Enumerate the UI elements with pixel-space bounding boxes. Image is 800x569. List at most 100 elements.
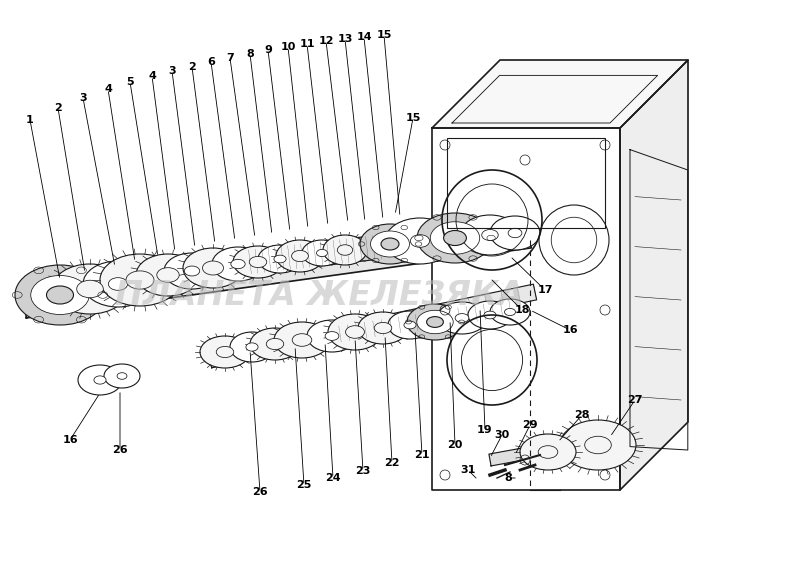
Text: 18: 18 xyxy=(514,305,530,315)
Ellipse shape xyxy=(200,336,250,368)
Ellipse shape xyxy=(490,216,540,250)
Ellipse shape xyxy=(274,322,330,358)
Ellipse shape xyxy=(126,271,154,289)
Ellipse shape xyxy=(388,311,432,339)
Ellipse shape xyxy=(108,278,128,290)
Ellipse shape xyxy=(538,446,558,458)
Text: 29: 29 xyxy=(522,420,538,430)
Text: 4: 4 xyxy=(104,84,112,94)
Text: 17: 17 xyxy=(538,285,553,295)
Ellipse shape xyxy=(30,275,90,315)
Text: 20: 20 xyxy=(447,440,462,450)
Ellipse shape xyxy=(292,333,312,347)
Text: 11: 11 xyxy=(299,39,314,49)
Ellipse shape xyxy=(83,261,153,307)
Text: 23: 23 xyxy=(355,466,370,476)
Text: 16: 16 xyxy=(62,435,78,445)
Ellipse shape xyxy=(426,316,443,327)
Ellipse shape xyxy=(212,247,264,281)
Ellipse shape xyxy=(443,230,466,245)
Ellipse shape xyxy=(307,320,357,352)
Polygon shape xyxy=(432,128,620,490)
Polygon shape xyxy=(338,300,511,342)
Text: 7: 7 xyxy=(226,53,234,63)
Text: 2: 2 xyxy=(54,103,62,113)
Ellipse shape xyxy=(250,328,300,360)
Ellipse shape xyxy=(317,249,327,257)
Ellipse shape xyxy=(117,373,127,380)
Ellipse shape xyxy=(325,332,339,340)
Ellipse shape xyxy=(292,250,308,262)
Text: 26: 26 xyxy=(112,445,128,455)
Text: 25: 25 xyxy=(296,480,312,490)
Text: 19: 19 xyxy=(477,425,493,435)
Ellipse shape xyxy=(370,231,410,257)
Text: 10: 10 xyxy=(280,42,296,52)
Ellipse shape xyxy=(404,321,416,329)
Ellipse shape xyxy=(585,436,611,453)
Text: 28: 28 xyxy=(574,410,590,420)
Text: 21: 21 xyxy=(414,450,430,460)
Ellipse shape xyxy=(52,264,128,314)
Ellipse shape xyxy=(302,240,342,266)
Text: 24: 24 xyxy=(325,473,341,483)
Ellipse shape xyxy=(231,259,245,269)
Text: 8: 8 xyxy=(246,49,254,59)
Ellipse shape xyxy=(360,224,420,264)
Text: 26: 26 xyxy=(252,487,268,497)
Text: 31: 31 xyxy=(460,465,476,475)
Ellipse shape xyxy=(157,267,179,282)
Ellipse shape xyxy=(216,347,234,357)
Ellipse shape xyxy=(104,364,140,388)
Text: 8: 8 xyxy=(504,473,512,483)
Ellipse shape xyxy=(100,254,180,306)
Ellipse shape xyxy=(560,420,636,470)
Text: 27: 27 xyxy=(627,395,642,405)
Ellipse shape xyxy=(77,281,103,298)
Ellipse shape xyxy=(276,240,324,272)
Polygon shape xyxy=(249,235,382,274)
Ellipse shape xyxy=(508,228,522,238)
Ellipse shape xyxy=(484,311,496,319)
Text: 15: 15 xyxy=(376,30,392,40)
Bar xyxy=(447,138,605,228)
Text: 4: 4 xyxy=(148,71,156,81)
Text: 15: 15 xyxy=(406,113,421,123)
Ellipse shape xyxy=(266,339,284,349)
Text: 5: 5 xyxy=(126,77,134,87)
Ellipse shape xyxy=(490,299,530,325)
Ellipse shape xyxy=(78,365,122,395)
Ellipse shape xyxy=(482,229,498,241)
Ellipse shape xyxy=(250,257,266,267)
Ellipse shape xyxy=(455,314,469,323)
Text: 22: 22 xyxy=(384,458,400,468)
Ellipse shape xyxy=(505,308,515,316)
Polygon shape xyxy=(489,444,546,466)
Ellipse shape xyxy=(230,332,274,362)
Ellipse shape xyxy=(410,234,430,248)
Text: 12: 12 xyxy=(318,36,334,46)
Ellipse shape xyxy=(258,245,302,273)
Ellipse shape xyxy=(15,265,105,325)
Text: 2: 2 xyxy=(188,62,196,72)
Text: 16: 16 xyxy=(562,325,578,335)
Text: 6: 6 xyxy=(207,57,215,67)
Ellipse shape xyxy=(460,215,520,255)
Ellipse shape xyxy=(381,238,399,250)
Ellipse shape xyxy=(246,343,258,351)
Ellipse shape xyxy=(407,304,463,340)
Ellipse shape xyxy=(437,302,487,334)
Text: ПЛАНЕТА ЖЕЛЕЗЯКА: ПЛАНЕТА ЖЕЛЕЗЯКА xyxy=(115,278,525,311)
Ellipse shape xyxy=(183,248,243,288)
Ellipse shape xyxy=(430,222,480,254)
Ellipse shape xyxy=(417,213,493,263)
Ellipse shape xyxy=(520,434,576,470)
Ellipse shape xyxy=(233,246,283,278)
Text: 3: 3 xyxy=(79,93,87,103)
Ellipse shape xyxy=(328,314,382,350)
Ellipse shape xyxy=(202,261,223,275)
Ellipse shape xyxy=(184,266,200,276)
Ellipse shape xyxy=(136,254,200,296)
Polygon shape xyxy=(432,60,688,128)
Ellipse shape xyxy=(46,286,74,304)
